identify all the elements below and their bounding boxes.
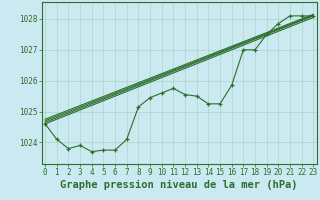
X-axis label: Graphe pression niveau de la mer (hPa): Graphe pression niveau de la mer (hPa) [60, 180, 298, 190]
